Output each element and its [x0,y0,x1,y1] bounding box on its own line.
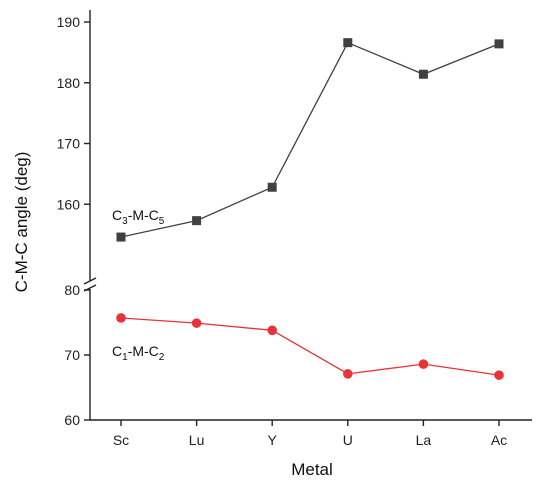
y-tick-label: 180 [57,75,81,91]
label-subscript: 1 [122,352,128,363]
x-tick-label: Ac [491,432,507,448]
data-point-c1-m-c2 [116,313,126,323]
data-series [116,38,504,380]
label-subscript: 3 [122,216,128,227]
y-tick-label: 60 [64,412,80,428]
label-text: C [112,207,122,223]
y-tick-label: 190 [57,14,81,30]
series-label-c3-m-c5: C3-M-C5 [112,207,165,227]
x-axis-ticks: Sc Lu Y U La Ac [113,420,507,448]
data-point-c1-m-c2 [191,318,202,328]
axis-break-mark [83,277,97,285]
label-text: -M-C [128,207,159,223]
x-tick-label: Lu [189,432,205,448]
label-text: C [112,343,122,359]
y-tick-label: 70 [64,347,80,363]
data-point-c1-m-c2 [494,370,504,380]
y-axis-ticks: 160 170 180 190 60 70 80 [57,14,90,428]
y-tick-label: 170 [57,136,81,152]
label-subscript: 5 [159,216,165,227]
x-tick-label: La [416,432,432,448]
series-label-c1-m-c2: C1-M-C2 [112,343,165,363]
x-tick-label: Y [268,432,278,448]
data-point-c1-m-c2 [267,325,278,336]
x-tick-label: U [343,432,353,448]
y-tick-label: 80 [64,282,80,298]
x-tick-label: Sc [113,432,129,448]
data-point-c1-m-c2 [343,369,353,379]
label-subscript: 2 [159,352,165,363]
y-axis-title: C-M-C angle (deg) [12,152,31,293]
series-line-c1-m-c2 [120,317,500,376]
axes [83,10,532,421]
data-point-c3-m-c5 [343,38,353,48]
data-point-c3-m-c5 [267,182,277,192]
y-tick-label: 160 [57,196,81,212]
data-point-c3-m-c5 [494,39,504,49]
data-point-c3-m-c5 [116,232,126,242]
data-point-c3-m-c5 [192,216,202,226]
label-text: -M-C [128,343,159,359]
data-point-c1-m-c2 [418,359,429,369]
x-axis-title: Metal [291,460,333,479]
data-point-c3-m-c5 [418,69,428,79]
series-line-c3-m-c5 [120,41,500,238]
